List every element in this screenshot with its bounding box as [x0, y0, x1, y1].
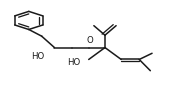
- Text: HO: HO: [67, 58, 80, 67]
- Text: HO: HO: [31, 52, 44, 61]
- Text: O: O: [86, 36, 93, 45]
